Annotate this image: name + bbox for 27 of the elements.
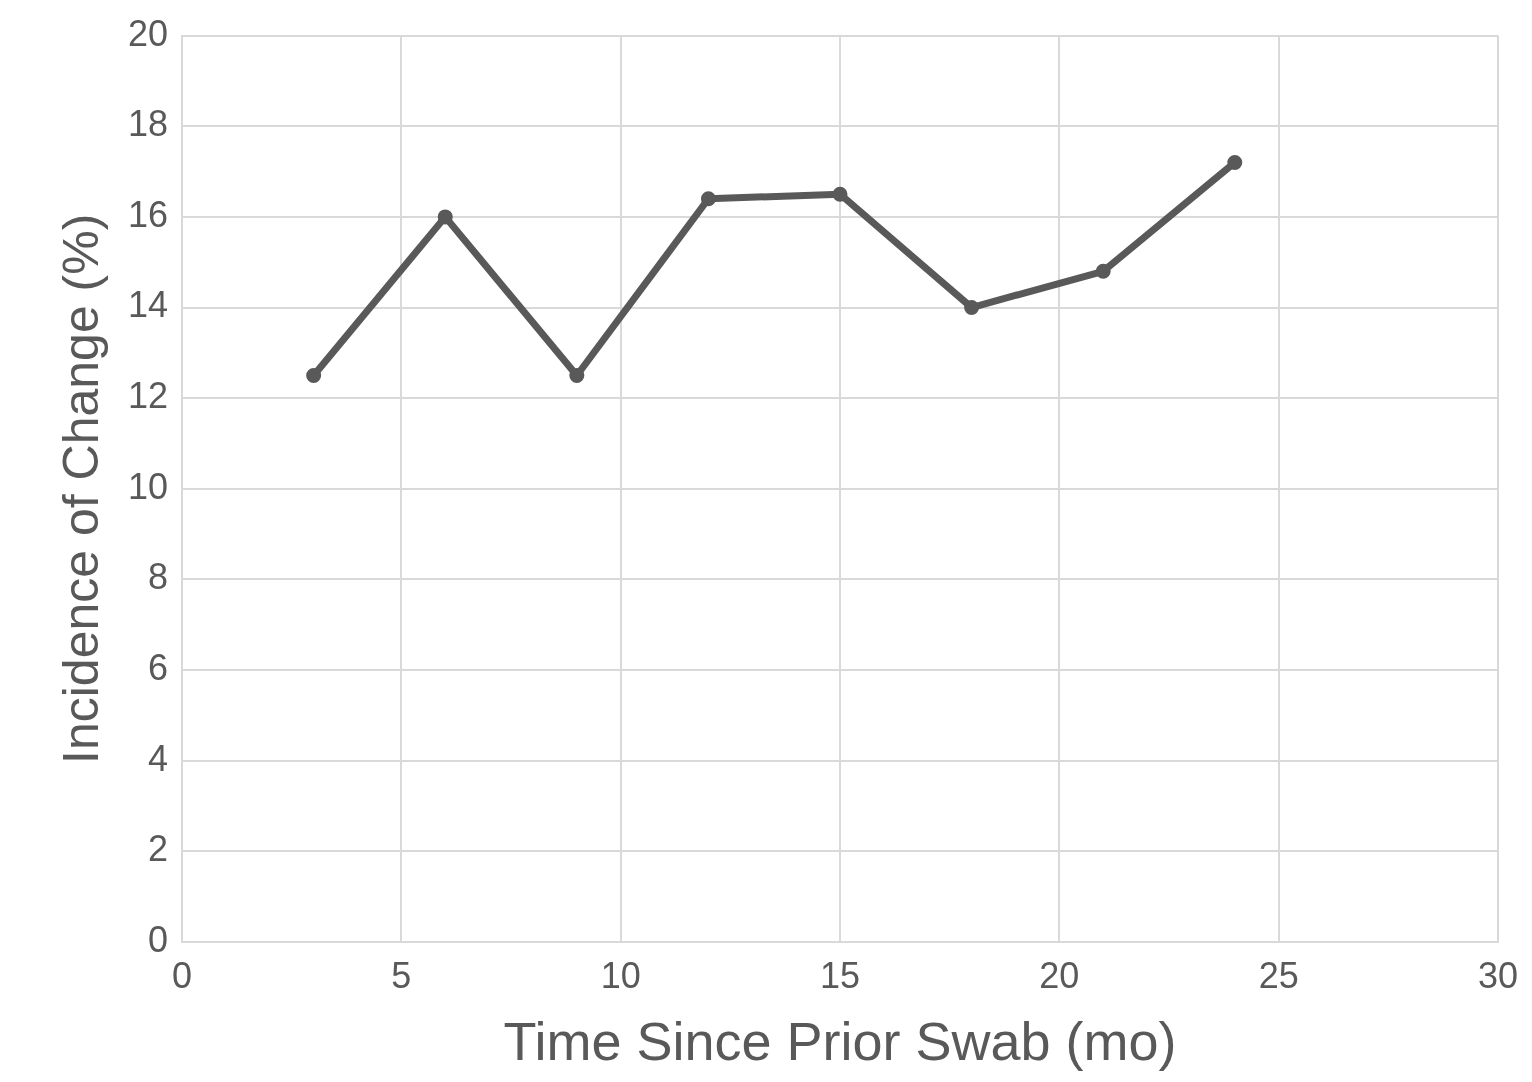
y-tick-label: 6	[148, 647, 169, 688]
y-tick-label: 16	[128, 193, 169, 235]
x-tick-label: 30	[1477, 954, 1518, 996]
x-tick-label: 10	[600, 954, 641, 996]
x-tick-label: 5	[391, 954, 412, 996]
x-tick-label: 20	[1039, 954, 1080, 996]
y-tick-label: 4	[148, 737, 169, 779]
y-tick-label: 18	[128, 103, 169, 145]
point	[964, 300, 980, 316]
point	[1227, 155, 1243, 170]
y-tick-label: 12	[128, 375, 169, 417]
y-axis-title: Incidence of Change (%)	[52, 213, 109, 764]
point	[569, 368, 585, 383]
point	[306, 368, 322, 383]
y-tick-label: 0	[148, 918, 169, 960]
y-tick-label: 20	[128, 12, 169, 54]
x-axis-title: Time Since Prior Swab (mo)	[503, 1011, 1177, 1072]
point	[832, 186, 848, 202]
y-tick-label: 2	[148, 828, 169, 870]
point	[437, 209, 453, 225]
point	[700, 191, 716, 207]
y-tick-label: 10	[128, 465, 169, 507]
y-tick-label: 14	[128, 284, 169, 326]
x-tick-label: 25	[1258, 954, 1299, 996]
x-tick-label: 15	[819, 954, 861, 996]
y-tick-label: 8	[148, 556, 169, 598]
point	[1095, 263, 1111, 279]
